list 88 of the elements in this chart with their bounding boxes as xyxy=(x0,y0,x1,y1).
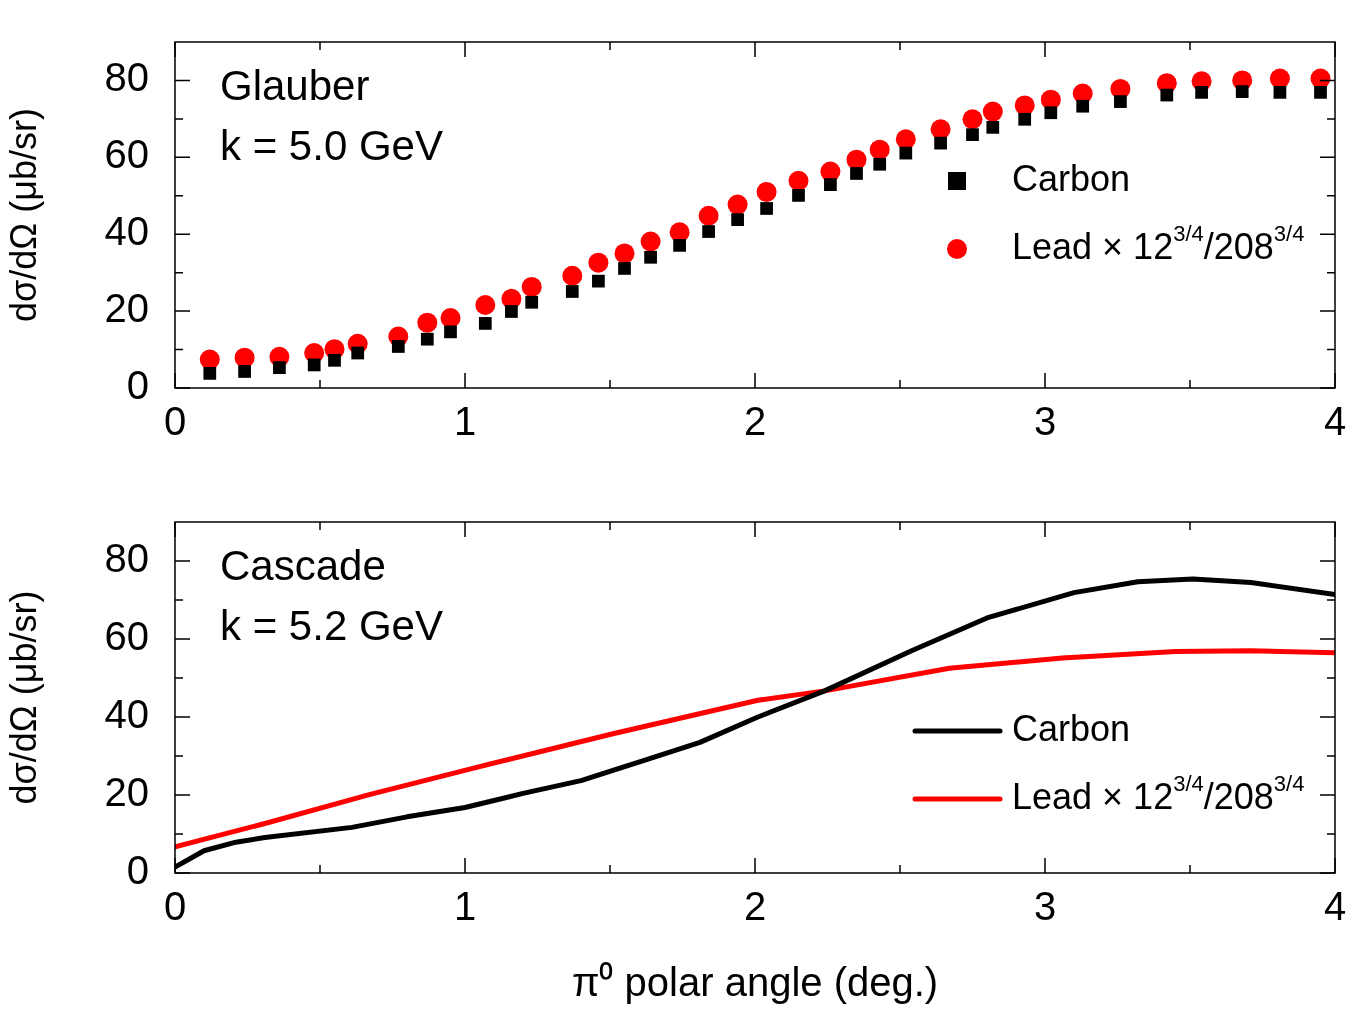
y-tick-label: 20 xyxy=(104,286,149,331)
x-tick-label: 4 xyxy=(1323,399,1347,444)
y-tick-label: 0 xyxy=(126,363,149,408)
annotation: Cascade xyxy=(220,542,386,589)
point xyxy=(1114,95,1127,108)
point xyxy=(1018,112,1032,126)
y-tick-label: 40 xyxy=(104,209,149,254)
point xyxy=(420,332,434,346)
point xyxy=(234,347,255,368)
y-tick-label: 80 xyxy=(104,536,149,581)
y-axis-title: dσ/dΩ (μb/sr) xyxy=(2,590,44,805)
x-axis-title: π⁰ polar angle (deg.) xyxy=(571,960,939,1005)
point xyxy=(1269,68,1290,89)
point xyxy=(869,139,890,160)
point xyxy=(966,128,979,142)
y-tick-label: 60 xyxy=(104,614,149,659)
point xyxy=(521,276,542,297)
point xyxy=(760,202,773,215)
point xyxy=(351,346,365,360)
legend-label: Carbon xyxy=(1012,707,1131,749)
point xyxy=(307,358,321,372)
point xyxy=(962,109,983,130)
point xyxy=(673,239,686,252)
y-axis-title: dσ/dΩ (μb/sr) xyxy=(2,108,44,322)
y-tick-label: 20 xyxy=(104,770,149,815)
point xyxy=(850,167,863,180)
point xyxy=(592,274,605,288)
x-tick-label: 3 xyxy=(1033,399,1057,444)
y-tick-label: 0 xyxy=(126,848,149,893)
point xyxy=(731,213,744,226)
point xyxy=(505,305,518,318)
x-tick-label: 1 xyxy=(453,399,477,444)
point xyxy=(618,262,631,275)
x-tick-label: 0 xyxy=(163,884,187,929)
point xyxy=(417,312,438,333)
point xyxy=(238,365,251,378)
annotation: Glauber xyxy=(220,62,370,109)
y-tick-label: 80 xyxy=(104,55,149,100)
point xyxy=(644,250,657,264)
x-tick-label: 1 xyxy=(453,884,477,929)
x-tick-label: 2 xyxy=(743,884,767,929)
point xyxy=(873,157,887,171)
point xyxy=(934,136,947,150)
point xyxy=(391,340,405,353)
legend-label: Carbon xyxy=(1012,157,1131,199)
point xyxy=(478,317,492,330)
point xyxy=(1014,95,1035,116)
point xyxy=(1160,88,1174,102)
point xyxy=(199,349,220,370)
y-tick-label: 60 xyxy=(104,132,149,177)
point xyxy=(475,294,496,315)
point xyxy=(982,101,1003,122)
point xyxy=(930,119,951,140)
point xyxy=(273,361,286,374)
point xyxy=(1314,86,1327,99)
x-tick-label: 0 xyxy=(163,399,187,444)
point xyxy=(328,353,341,367)
point xyxy=(824,178,837,191)
y-tick-label: 40 xyxy=(104,692,149,737)
point xyxy=(640,231,661,252)
point xyxy=(1273,86,1287,99)
point xyxy=(203,367,217,380)
point xyxy=(440,308,461,329)
point xyxy=(1076,99,1090,113)
x-tick-label: 4 xyxy=(1323,884,1347,929)
point xyxy=(588,252,609,273)
point xyxy=(899,146,913,160)
point xyxy=(846,149,867,170)
point xyxy=(614,243,635,264)
point xyxy=(1235,85,1249,98)
point xyxy=(792,189,805,202)
point xyxy=(1195,86,1208,99)
annotation: k = 5.2 GeV xyxy=(220,602,443,649)
point xyxy=(565,285,579,298)
point xyxy=(698,205,719,226)
point xyxy=(756,181,777,202)
x-tick-label: 3 xyxy=(1033,884,1057,929)
point xyxy=(702,225,715,238)
point xyxy=(727,194,748,215)
point xyxy=(986,120,1000,134)
annotation: k = 5.0 GeV xyxy=(220,122,443,169)
point xyxy=(895,129,916,150)
point xyxy=(525,295,539,309)
x-tick-label: 2 xyxy=(743,399,767,444)
point xyxy=(444,325,457,339)
point xyxy=(788,170,809,191)
point xyxy=(1044,106,1058,120)
point xyxy=(562,265,583,286)
